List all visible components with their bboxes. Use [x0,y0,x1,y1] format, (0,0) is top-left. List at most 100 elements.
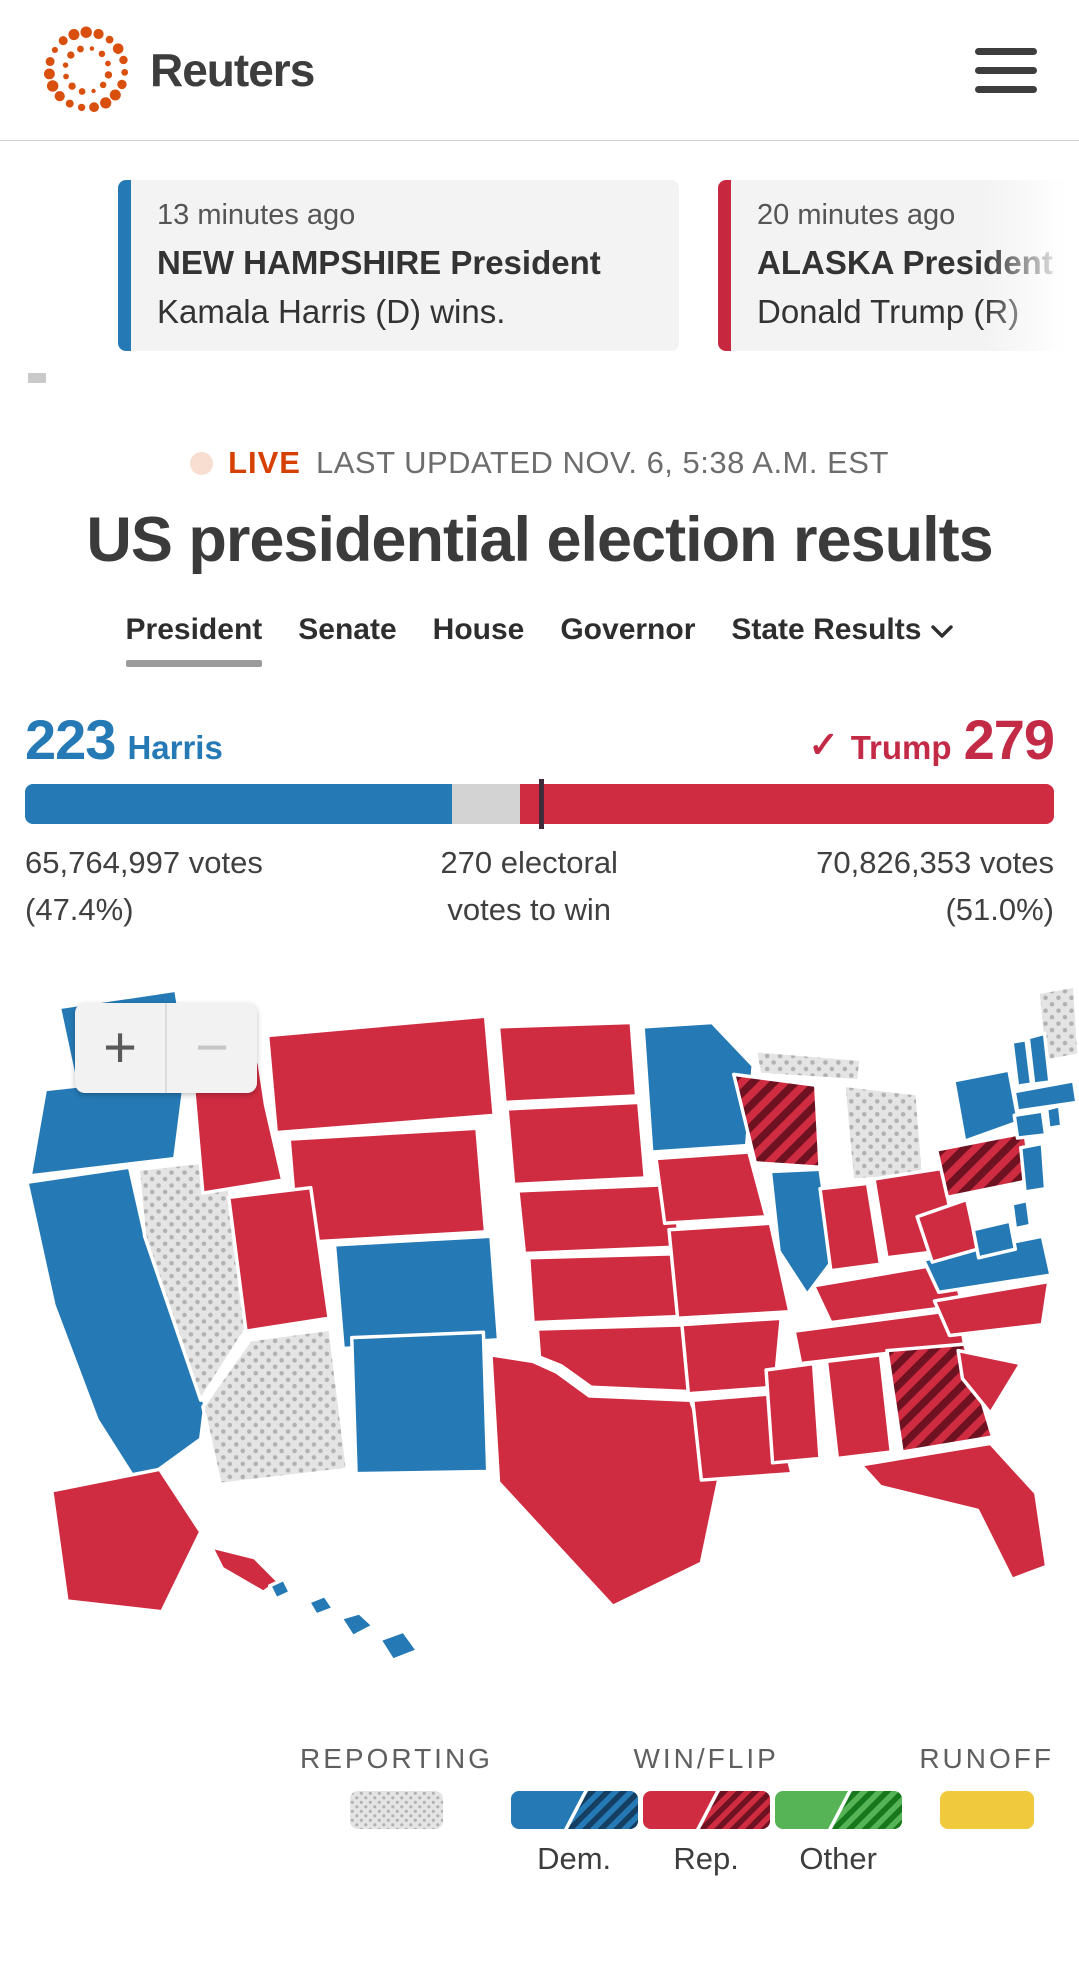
electoral-results: 223 Harris ✓ Trump 279 65,764,997 votes … [25,707,1055,933]
tab-president[interactable]: President [125,613,263,668]
votes-to-win-label: 270 electoral votes to win [440,845,618,927]
tab-house[interactable]: House [432,613,525,647]
reuters-logo-icon [43,26,129,113]
news-card-time: 20 minutes ago [757,199,956,231]
state-ne[interactable] [516,1182,682,1256]
tab-governor[interactable]: Governor [560,613,696,647]
harris-electoral-count: 223 Harris [25,707,223,772]
state-wi[interactable] [731,1072,822,1169]
state-la[interactable] [690,1392,794,1482]
state-ms[interactable] [764,1361,822,1465]
map-legend: REPORTING WIN/FLIP Dem. [300,1743,1054,1877]
news-carousel: 13 minutes ago NEW HAMPSHIRE President K… [0,180,1079,370]
state-mt[interactable] [265,1014,496,1135]
results-tabs: President Senate House Governor State Re… [0,613,1079,668]
electoral-270-marker [539,779,545,830]
state-hi[interactable] [268,1577,420,1663]
live-pulse-icon [190,451,214,475]
state-wy[interactable] [287,1126,488,1245]
page-title: US presidential election results [86,505,993,575]
news-card-ak[interactable]: 20 minutes ago ALASKA President Donald T… [718,180,1079,351]
trump-popular-vote: 70,826,353 votes (51.0%) [816,845,1054,927]
state-az[interactable] [201,1327,350,1487]
live-status-row: LIVE LAST UPDATED NOV. 6, 5:38 A.M. EST [0,445,1079,481]
state-nj[interactable] [1019,1141,1048,1194]
state-mi[interactable] [842,1083,926,1182]
zoom-out-button[interactable]: − [195,1015,229,1081]
zoom-in-button[interactable]: + [75,1003,167,1094]
state-vt[interactable] [1010,1038,1034,1089]
reuters-brand[interactable]: Reuters [40,23,315,117]
state-in[interactable] [818,1181,883,1273]
state-il[interactable] [768,1167,835,1297]
legend-winflip-group: WIN/FLIP Dem. [510,1743,902,1877]
legend-party-dem: Dem. [510,1791,638,1877]
runoff-swatch [939,1791,1034,1830]
state-fl[interactable] [859,1441,1049,1582]
legend-reporting-label: REPORTING [300,1743,493,1775]
state-ut[interactable] [227,1186,331,1334]
electoral-bar [25,779,1054,830]
state-md[interactable] [971,1219,1018,1260]
last-updated-text: LAST UPDATED NOV. 6, 5:38 A.M. EST [315,445,889,480]
state-mo[interactable] [667,1221,792,1321]
legend-dem-label: Dem. [537,1841,612,1877]
chevron-down-icon [931,625,954,638]
state-ks[interactable] [526,1251,693,1325]
state-sd[interactable] [505,1100,647,1187]
legend-party-other: Other [774,1791,902,1877]
trump-name: Trump [850,729,952,767]
news-card-headline: NEW HAMPSHIRE President [157,244,601,281]
legend-reporting-group: REPORTING [300,1743,493,1830]
state-nd[interactable] [496,1020,639,1105]
state-al[interactable] [824,1353,893,1461]
legend-runoff-label: RUNOFF [919,1743,1054,1775]
state-ny[interactable] [952,1068,1021,1144]
bar-segment-harris [25,784,452,825]
state-ca[interactable] [25,1165,207,1487]
state-ri[interactable] [1044,1104,1064,1131]
legend-runoff-group: RUNOFF [919,1743,1054,1830]
tab-senate[interactable]: Senate [298,613,397,647]
live-badge: LIVE [228,445,301,480]
reporting-swatch [349,1791,443,1830]
bar-segment-trump [520,784,1054,825]
news-card-headline: ALASKA President [757,244,1053,281]
news-card-time: 13 minutes ago [157,199,356,231]
state-ct[interactable] [1012,1109,1048,1140]
state-sc[interactable] [956,1348,1023,1416]
us-election-map: + − [0,975,1079,1669]
legend-winflip-label: WIN/FLIP [633,1743,779,1775]
legend-other-label: Other [799,1841,877,1877]
menu-icon[interactable] [973,42,1039,99]
harris-name: Harris [127,729,223,767]
tab-state-results[interactable]: State Results [731,613,954,667]
site-header: Reuters [0,0,1079,141]
other-winflip-swatch [774,1791,902,1830]
state-ma[interactable] [1012,1079,1079,1113]
state-ia[interactable] [654,1150,768,1226]
legend-rep-label: Rep. [673,1841,739,1877]
news-card-nh[interactable]: 13 minutes ago NEW HAMPSHIRE President K… [118,180,679,351]
state-nm[interactable] [350,1330,490,1476]
reuters-wordmark: Reuters [150,44,315,96]
harris-electoral-number: 223 [25,708,116,772]
state-ak[interactable] [50,1467,281,1614]
rep-winflip-swatch [642,1791,770,1830]
news-card-detail: Donald Trump (R) [757,293,1020,330]
carousel-scrollbar[interactable] [28,373,46,383]
state-nc[interactable] [932,1279,1051,1338]
state-pa[interactable] [934,1131,1034,1200]
news-card-detail: Kamala Harris (D) wins. [157,293,506,330]
harris-popular-vote: 65,764,997 votes (47.4%) [25,845,263,927]
state-nh[interactable] [1026,1031,1052,1086]
state-mi_up[interactable] [753,1049,863,1083]
map-zoom-controls: + − [75,1003,257,1094]
dem-winflip-swatch [510,1791,638,1830]
bar-segment-undecided [451,784,521,825]
legend-party-rep: Rep. [642,1791,770,1877]
state-co[interactable] [332,1234,501,1351]
trump-electoral-number: 279 [963,708,1055,772]
winner-check-icon: ✓ [808,724,839,766]
state-de[interactable] [1010,1198,1033,1231]
